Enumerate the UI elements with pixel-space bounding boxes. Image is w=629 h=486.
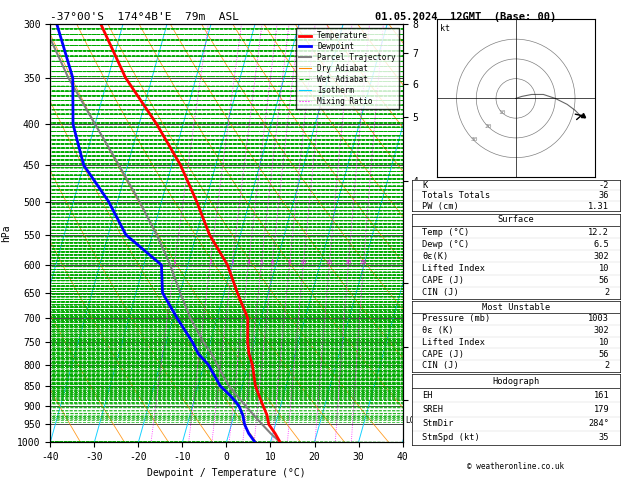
Text: 161: 161	[593, 391, 610, 400]
Text: EH: EH	[423, 391, 433, 400]
Text: Surface: Surface	[498, 215, 534, 225]
Text: Lifted Index: Lifted Index	[423, 338, 486, 347]
Text: θε (K): θε (K)	[423, 326, 454, 335]
Text: Hodograph: Hodograph	[492, 377, 540, 386]
Y-axis label: hPa: hPa	[1, 225, 11, 242]
Text: 2: 2	[604, 362, 610, 370]
Text: Pressure (mb): Pressure (mb)	[423, 314, 491, 324]
Text: 56: 56	[599, 349, 610, 359]
Text: Lifted Index: Lifted Index	[423, 264, 486, 273]
Text: CIN (J): CIN (J)	[423, 288, 459, 297]
Text: 284°: 284°	[588, 419, 610, 428]
Text: 30: 30	[470, 138, 478, 142]
Text: PW (cm): PW (cm)	[423, 202, 459, 210]
Text: 6: 6	[270, 260, 274, 265]
Text: 302: 302	[593, 252, 610, 261]
Text: 10: 10	[599, 264, 610, 273]
Text: 36: 36	[599, 191, 610, 200]
Text: Temp (°C): Temp (°C)	[423, 227, 470, 237]
Text: 12.2: 12.2	[588, 227, 610, 237]
Text: CAPE (J): CAPE (J)	[423, 276, 464, 285]
Text: StmDir: StmDir	[423, 419, 454, 428]
Text: 35: 35	[599, 433, 610, 442]
Text: 10: 10	[299, 260, 307, 265]
Text: 1003: 1003	[588, 314, 610, 324]
Text: 1.31: 1.31	[588, 202, 610, 210]
Text: -2: -2	[599, 181, 610, 190]
Text: Dewp (°C): Dewp (°C)	[423, 240, 470, 249]
Text: kt: kt	[440, 24, 450, 33]
Text: SREH: SREH	[423, 405, 443, 414]
Text: 20: 20	[345, 260, 352, 265]
Text: 2: 2	[208, 260, 212, 265]
Text: 5: 5	[259, 260, 263, 265]
Text: 10: 10	[498, 110, 506, 115]
Text: 25: 25	[360, 260, 367, 265]
Text: 10: 10	[599, 338, 610, 347]
Text: CAPE (J): CAPE (J)	[423, 349, 464, 359]
X-axis label: Dewpoint / Temperature (°C): Dewpoint / Temperature (°C)	[147, 468, 306, 478]
Text: 2: 2	[604, 288, 610, 297]
Text: Most Unstable: Most Unstable	[482, 303, 550, 312]
Text: LCL: LCL	[405, 417, 419, 425]
Text: 56: 56	[599, 276, 610, 285]
Text: Totals Totals: Totals Totals	[423, 191, 491, 200]
Text: 4: 4	[247, 260, 250, 265]
Text: StmSpd (kt): StmSpd (kt)	[423, 433, 480, 442]
Text: 6.5: 6.5	[593, 240, 610, 249]
Text: 3: 3	[230, 260, 234, 265]
Text: 1: 1	[172, 260, 176, 265]
Text: 15: 15	[326, 260, 333, 265]
Text: K: K	[423, 181, 428, 190]
Text: 179: 179	[593, 405, 610, 414]
Text: -37°00'S  174°4B'E  79m  ASL: -37°00'S 174°4B'E 79m ASL	[50, 12, 239, 22]
Text: 01.05.2024  12GMT  (Base: 00): 01.05.2024 12GMT (Base: 00)	[375, 12, 556, 22]
Y-axis label: km
ASL: km ASL	[426, 233, 443, 255]
Legend: Temperature, Dewpoint, Parcel Trajectory, Dry Adiabat, Wet Adiabat, Isotherm, Mi: Temperature, Dewpoint, Parcel Trajectory…	[296, 28, 399, 109]
Text: θε(K): θε(K)	[423, 252, 448, 261]
Text: © weatheronline.co.uk: © weatheronline.co.uk	[467, 462, 564, 471]
Text: 20: 20	[484, 123, 492, 129]
Text: CIN (J): CIN (J)	[423, 362, 459, 370]
Text: 302: 302	[593, 326, 610, 335]
Text: 8: 8	[287, 260, 291, 265]
